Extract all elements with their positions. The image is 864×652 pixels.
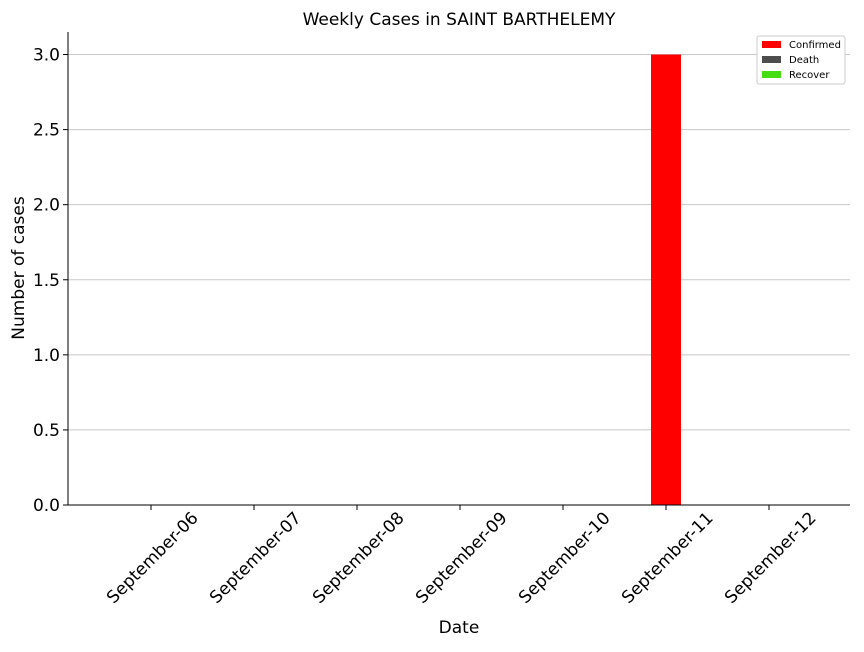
x-tick-label: September-10 bbox=[515, 508, 614, 607]
x-tick-label: September-09 bbox=[412, 508, 511, 607]
x-axis-label: Date bbox=[439, 618, 480, 638]
y-tick-label: 1.5 bbox=[33, 271, 60, 291]
legend: Confirmed Death Recover bbox=[756, 35, 846, 85]
x-tick-label: September-12 bbox=[721, 508, 820, 607]
chart-title: Weekly Cases in SAINT BARTHELEMY bbox=[303, 10, 616, 30]
legend-swatch-confirmed bbox=[762, 41, 781, 48]
x-ticks: September-06 September-07 September-08 Sept… bbox=[103, 505, 821, 608]
x-tick-label: September-06 bbox=[103, 508, 202, 607]
x-tick-label: September-11 bbox=[618, 508, 717, 607]
legend-label-recover: Recover bbox=[789, 70, 830, 81]
bars bbox=[651, 54, 681, 506]
y-tick-label: 2.5 bbox=[33, 121, 60, 141]
y-tick-label: 3.0 bbox=[33, 46, 60, 66]
bar-confirmed-september-11 bbox=[651, 54, 681, 506]
y-tick-label: 1.0 bbox=[33, 346, 60, 366]
gridlines bbox=[68, 54, 850, 431]
y-ticks: 0.0 0.5 1.0 1.5 2.0 2.5 3.0 bbox=[33, 46, 68, 516]
y-tick-label: 0.0 bbox=[33, 496, 60, 516]
y-tick-label: 0.5 bbox=[33, 421, 60, 441]
x-tick-label: September-07 bbox=[206, 508, 305, 607]
x-tick-label: September-08 bbox=[309, 508, 408, 607]
axes bbox=[67, 32, 850, 506]
legend-swatch-recover bbox=[762, 71, 781, 78]
legend-label-confirmed: Confirmed bbox=[789, 40, 841, 51]
legend-label-death: Death bbox=[789, 55, 819, 66]
legend-swatch-death bbox=[762, 56, 781, 63]
y-axis-label: Number of cases bbox=[9, 196, 29, 340]
y-tick-label: 2.0 bbox=[33, 196, 60, 216]
